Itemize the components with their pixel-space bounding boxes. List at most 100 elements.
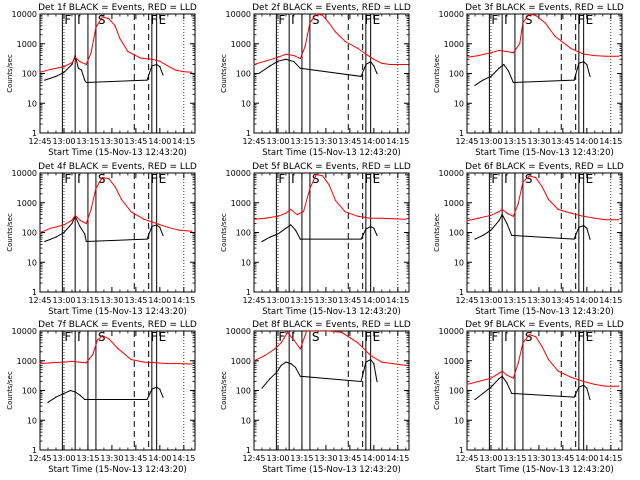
data-point	[167, 363, 169, 365]
data-point	[269, 65, 271, 67]
x-tick-label: 13:30	[314, 296, 337, 305]
data-point	[570, 376, 572, 378]
data-point	[498, 211, 500, 213]
data-point	[554, 35, 556, 37]
data-point	[293, 61, 295, 63]
x-tick-label: 14:00	[575, 454, 598, 463]
panel-det-9f: Det 9f BLACK = Events, RED = LLD 1 10 100 10…	[433, 320, 624, 475]
y-tick-label: 1000	[17, 357, 37, 366]
data-point	[290, 208, 292, 210]
x-tick-label: 13:30	[527, 454, 550, 463]
data-point	[583, 225, 585, 227]
data-point	[71, 360, 73, 363]
plot-frame	[466, 13, 623, 134]
data-point	[501, 370, 503, 372]
data-point	[151, 58, 153, 60]
data-point	[605, 55, 607, 57]
x-tick-label: 13:00	[52, 454, 75, 463]
x-tick-label: 12:45	[28, 454, 51, 463]
y-tick-label: 10000	[439, 169, 464, 178]
y-tick-label: 100	[236, 229, 251, 238]
y-tick-label: 1	[459, 129, 464, 138]
data-point	[583, 53, 585, 55]
data-point	[280, 364, 282, 366]
x-tick-label: 13:45	[124, 137, 147, 146]
data-point	[365, 63, 367, 66]
x-tick-label: 13:30	[100, 137, 123, 146]
x-axis-label: Start Time (15-Nov-13 12:43:20)	[262, 465, 401, 475]
data-point	[605, 385, 607, 387]
data-point	[517, 363, 519, 365]
data-point	[63, 224, 65, 226]
data-point	[55, 396, 57, 398]
data-point	[312, 330, 314, 332]
data-point	[178, 363, 180, 365]
y-tick-label: 1	[459, 446, 464, 455]
data-point	[63, 71, 65, 73]
x-axis-label: Start Time (15-Nov-13 12:43:20)	[475, 465, 614, 475]
data-point	[159, 60, 161, 62]
data-point	[482, 79, 484, 81]
data-point	[573, 79, 575, 81]
data-point	[618, 385, 620, 387]
y-tick-label: 1000	[444, 199, 464, 208]
data-point	[373, 58, 375, 60]
data-point	[39, 71, 41, 73]
data-point	[74, 54, 76, 57]
data-point	[299, 57, 301, 60]
y-tick-label: 1000	[17, 199, 37, 208]
data-point	[498, 372, 500, 374]
y-tick-label: 10000	[12, 10, 37, 19]
plot-frame	[39, 330, 196, 451]
y-axis-label: Counts/sec	[6, 213, 14, 252]
data-point	[299, 67, 301, 69]
y-tick-label: 10	[241, 99, 251, 108]
data-point	[90, 52, 92, 54]
x-axis-label: Start Time (15-Nov-13 12:43:20)	[48, 307, 187, 317]
x-tick-label: 13:00	[52, 137, 75, 146]
data-point	[309, 22, 311, 24]
data-point	[328, 22, 330, 24]
data-point	[511, 392, 513, 394]
data-point	[119, 37, 121, 40]
marker-label: E	[159, 172, 167, 186]
marker-label: E	[586, 172, 594, 186]
data-point	[264, 354, 266, 357]
data-point	[264, 60, 266, 62]
data-point	[79, 394, 81, 396]
data-point	[506, 212, 508, 214]
marker-label: E	[373, 172, 381, 186]
data-point	[570, 212, 572, 214]
data-point	[101, 177, 103, 179]
data-point	[547, 358, 550, 361]
data-point	[85, 81, 87, 84]
x-tick-label: 13:45	[551, 296, 574, 305]
panel-title: Det 2f BLACK = Events, RED = LLD	[252, 3, 411, 13]
x-tick-label: 14:15	[386, 454, 409, 463]
y-tick-label: 100	[22, 70, 37, 79]
data-point	[535, 14, 537, 16]
data-point	[373, 227, 375, 229]
x-tick-label: 14:00	[362, 454, 385, 463]
x-tick-label: 14:15	[599, 454, 622, 463]
y-tick-label: 10	[27, 416, 37, 425]
data-point	[143, 218, 145, 220]
data-point	[506, 222, 508, 225]
x-tick-label: 13:00	[52, 296, 75, 305]
x-tick-label: 13:15	[76, 296, 99, 305]
data-point	[274, 348, 276, 350]
data-point	[405, 364, 407, 366]
data-point	[108, 18, 110, 20]
data-point	[589, 398, 591, 401]
data-point	[522, 22, 524, 24]
x-axis-label: Start Time (15-Nov-13 12:43:20)	[48, 465, 187, 475]
x-tick-label: 13:00	[479, 137, 502, 146]
data-point	[264, 217, 266, 219]
data-point	[71, 219, 73, 221]
data-point	[528, 175, 530, 177]
data-point	[146, 238, 148, 240]
y-axis-label: Counts/sec	[433, 213, 441, 252]
data-point	[261, 387, 263, 389]
data-point	[290, 363, 292, 365]
y-axis-label: Counts/sec	[220, 213, 228, 252]
